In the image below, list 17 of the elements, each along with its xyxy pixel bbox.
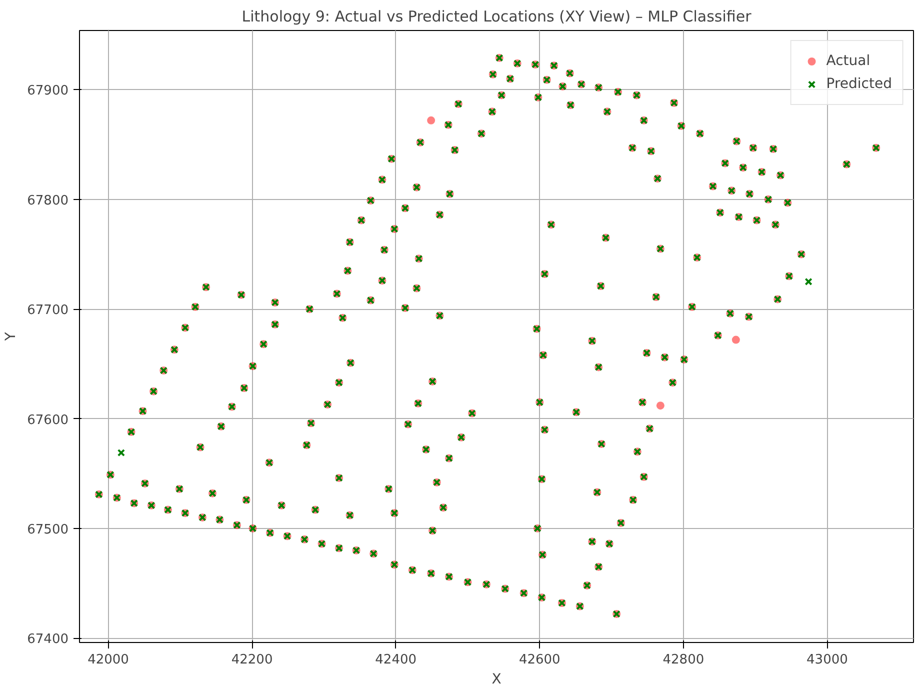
x-tick-label: 42400 <box>375 652 417 668</box>
y-tick-label: 67700 <box>27 303 69 318</box>
x-axis-title: X <box>492 672 502 688</box>
x-tick-label: 42000 <box>88 652 129 668</box>
y-tick-label: 67500 <box>27 522 69 538</box>
y-tick-label: 67400 <box>27 632 69 648</box>
y-tick-label: 67800 <box>27 193 69 208</box>
x-tick-label: 42600 <box>518 652 560 668</box>
y-tick-label: 67900 <box>27 84 69 99</box>
legend-label: Actual <box>826 53 870 69</box>
chart-title: Lithology 9: Actual vs Predicted Locations (XY View) – MLP Classifier <box>242 8 752 26</box>
y-axis-title: Y <box>3 332 20 342</box>
x-tick-label: 42200 <box>231 652 273 668</box>
x-tick-label: 43000 <box>806 652 848 668</box>
legend-label: Predicted <box>826 76 892 92</box>
x-tick-label: 42800 <box>662 652 704 668</box>
y-tick-label: 67600 <box>27 412 69 428</box>
